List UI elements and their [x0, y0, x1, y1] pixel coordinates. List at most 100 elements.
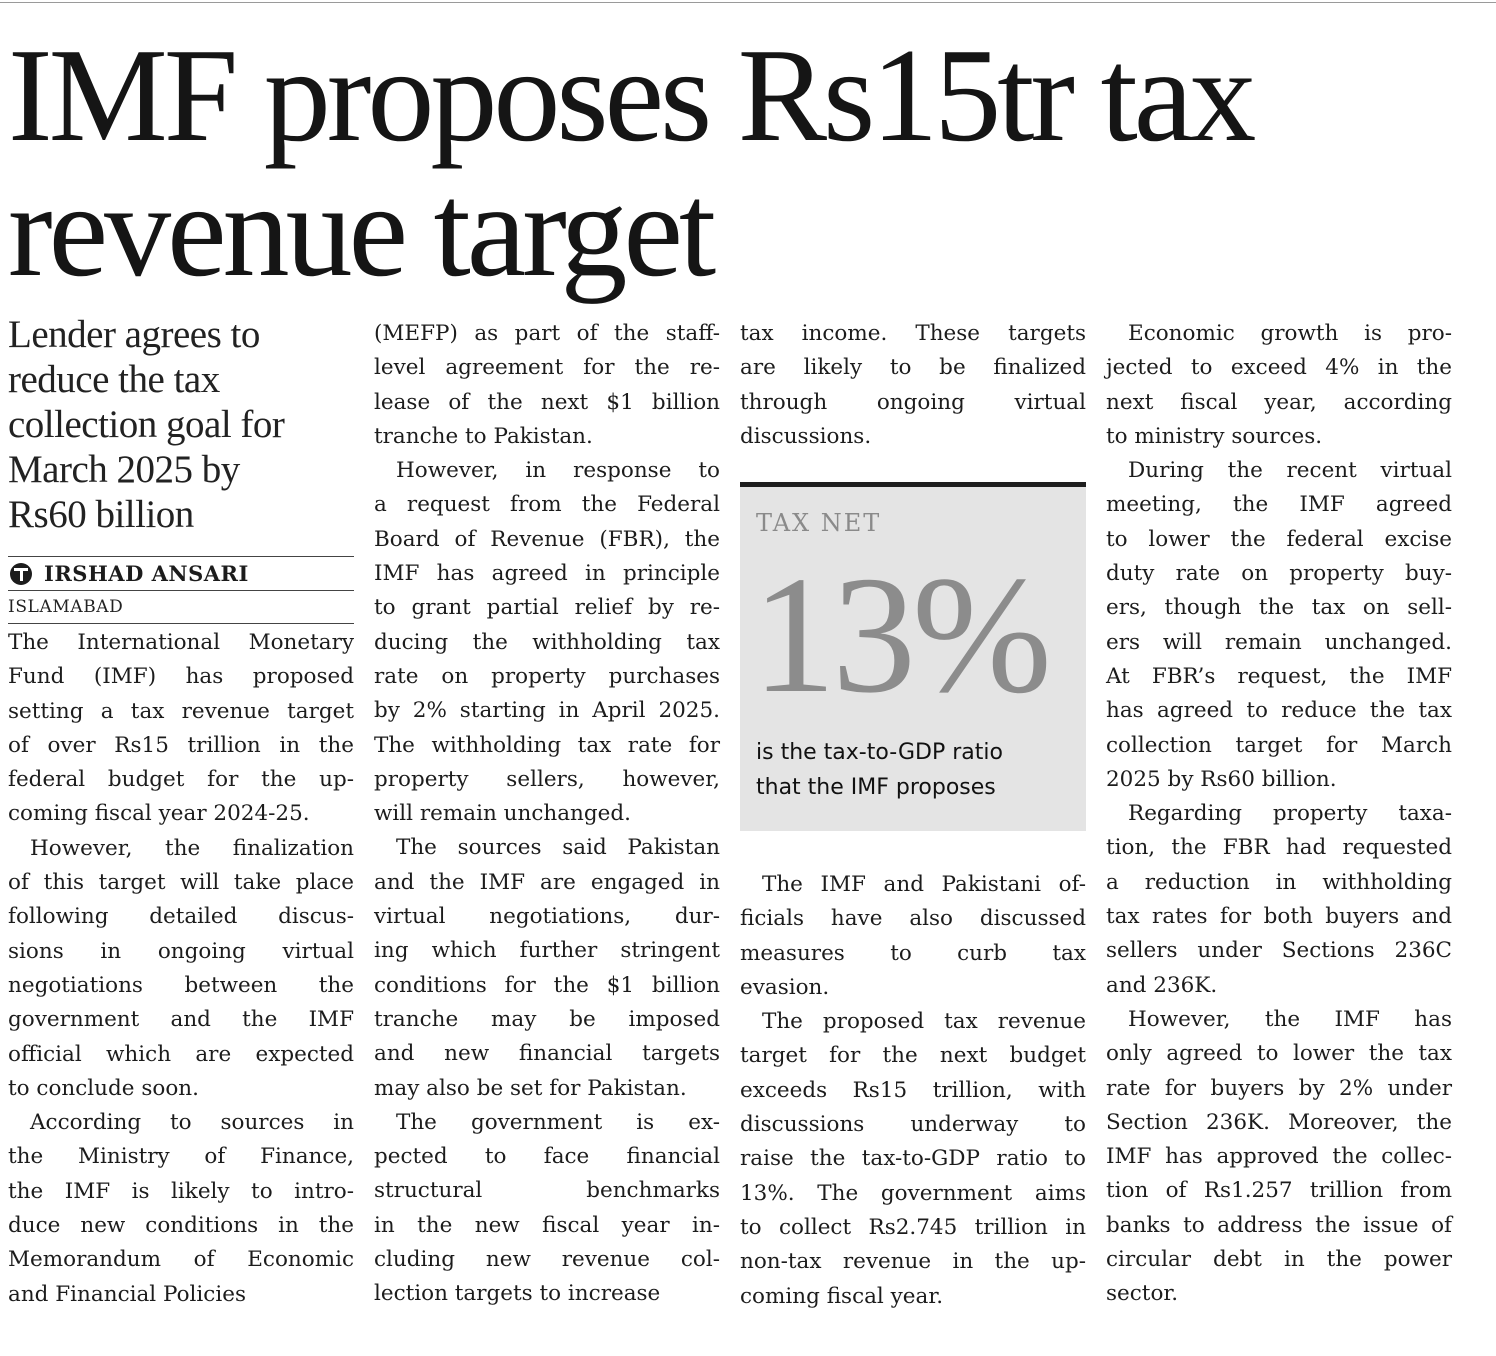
- article-line: non-tax revenue in the up-: [740, 1249, 1086, 1275]
- article-line: to grant partial relief by re-: [374, 595, 720, 621]
- article-line: setting a tax revenue target: [8, 698, 354, 724]
- article-paragraph: tax income. These targets are likely to b…: [740, 317, 1086, 454]
- article-line: through ongoing virtual: [740, 389, 1086, 415]
- article-line: are likely to be finalized: [740, 355, 1086, 381]
- article-paragraph: However, in response to a request from th…: [374, 454, 720, 831]
- infobox-caption-line: is the tax-to-GDP ratio: [756, 740, 1003, 765]
- article-paragraph: The sources said Pakistan and the IMF are…: [374, 831, 720, 1105]
- headline-line-2: revenue target: [8, 156, 716, 304]
- article-paragraph: However, the finalization of this target …: [8, 832, 354, 1106]
- subhead-line: reduce the tax: [8, 358, 220, 401]
- subhead-line: Lender agrees to: [8, 313, 260, 356]
- article-line: However, the IMF has: [1128, 1006, 1452, 1032]
- article-line: and Financial Policies: [8, 1281, 246, 1307]
- article-line: and 236K.: [1106, 972, 1218, 998]
- infobox-caption-line: that the IMF proposes: [756, 775, 996, 800]
- article-line: The government is ex-: [396, 1109, 720, 1135]
- article-line: to collect Rs2.745 trillion in: [740, 1214, 1086, 1240]
- tax-net-infobox: TAX NET 13% is the tax-to-GDP ratio that…: [740, 482, 1086, 831]
- article-line: duce new conditions in the: [8, 1213, 354, 1239]
- article-paragraph: During the recent virtual meeting, the IM…: [1106, 454, 1452, 797]
- article-paragraph: However, the IMF has only agreed to lower…: [1106, 1003, 1452, 1312]
- article-line: evasion.: [740, 974, 830, 1000]
- article-line: ducing the withholding tax: [374, 629, 720, 655]
- article-line: Regarding property taxa-: [1128, 801, 1452, 827]
- article-line: sions in ongoing virtual: [8, 938, 354, 964]
- article-line: tion of Rs1.257 trillion from: [1106, 1178, 1452, 1204]
- headline: IMF proposes Rs15tr tax revenue target: [8, 28, 1408, 297]
- article-line: circular debt in the power: [1106, 1247, 1452, 1273]
- article-paragraph: (MEFP) as part of the staff-level agreem…: [374, 317, 720, 454]
- article-line: official which are expected: [8, 1041, 354, 1067]
- top-rule: [0, 2, 1496, 3]
- article-line: tion, the FBR had requested: [1106, 835, 1452, 861]
- subhead-line: March 2025 by: [8, 448, 240, 491]
- article-line: government and the IMF: [8, 1007, 354, 1033]
- article-line: The sources said Pakistan: [396, 835, 720, 861]
- article-line: measures to curb tax: [740, 940, 1086, 966]
- article-line: The withholding tax rate for: [374, 732, 720, 758]
- article-line: However, in response to: [396, 458, 720, 484]
- article-line: However, the finalization: [30, 835, 354, 861]
- article-line: by 2% starting in April 2025.: [374, 698, 720, 724]
- article-line: Board of Revenue (FBR), the: [374, 526, 720, 552]
- article-line: of this target will take place: [8, 870, 354, 896]
- article-line: to lower the federal excise: [1106, 526, 1452, 552]
- article-line: jected to exceed 4% in the: [1106, 355, 1452, 381]
- article-paragraph: The government is ex-pected to face fina…: [374, 1106, 720, 1312]
- article-line: tax income. These targets: [740, 321, 1086, 346]
- subhead-line: Rs60 billion: [8, 493, 194, 536]
- article-line: tranche may be imposed: [374, 1006, 720, 1032]
- article-column-1: The International Monetary Fund (IMF) has…: [8, 626, 354, 1312]
- article-line: level agreement for the re-: [374, 355, 720, 381]
- deck: Lender agrees to reduce the tax collecti…: [8, 312, 354, 624]
- article-line: duty rate on property buy-: [1106, 561, 1452, 587]
- article-line: rate for buyers by 2% under: [1106, 1075, 1452, 1101]
- article-line: The International Monetary: [8, 630, 354, 655]
- article-line: ing which further stringent: [374, 938, 720, 964]
- article-line: IMF has agreed in principle: [374, 561, 720, 587]
- article-line: exceeds Rs15 trillion, with: [740, 1077, 1086, 1103]
- article-line: virtual negotiations, dur-: [374, 904, 720, 930]
- article-line: a request from the Federal: [374, 492, 720, 518]
- article-line: federal budget for the up-: [8, 767, 354, 793]
- article-line: At FBR’s request, the IMF: [1106, 663, 1452, 689]
- article-column-4: Economic growth is pro-jected to exceed …: [1106, 317, 1452, 1312]
- article-line: in the new fiscal year in-: [374, 1212, 720, 1238]
- article-line: the Ministry of Finance,: [8, 1144, 354, 1170]
- article-line: tax rates for both buyers and: [1106, 904, 1452, 930]
- article-line: lection targets to increase: [374, 1281, 661, 1307]
- article-line: 2025 by Rs60 billion.: [1106, 766, 1337, 792]
- article-line: negotiations between the: [8, 972, 354, 998]
- author-name: IRSHAD ANSARI: [44, 561, 249, 586]
- subhead-line: collection goal for: [8, 403, 285, 446]
- article-line: only agreed to lower the tax: [1106, 1041, 1452, 1067]
- article-line: a reduction in withholding: [1106, 869, 1452, 895]
- article-line: and new financial targets: [374, 1041, 720, 1067]
- infobox-caption: is the tax-to-GDP ratio that the IMF pro…: [756, 735, 1076, 805]
- article-line: rate on property purchases: [374, 663, 720, 689]
- article-line: coming fiscal year 2024-25.: [8, 801, 310, 827]
- article-column-3-bottom: The IMF and Pakistani of-ficials have al…: [740, 868, 1086, 1314]
- article-paragraph: Economic growth is pro-jected to exceed …: [1106, 317, 1452, 454]
- article-line: ers will remain unchanged.: [1106, 629, 1452, 655]
- byline: IRSHAD ANSARI ISLAMABAD: [8, 556, 354, 624]
- article-line: 13%. The government aims: [740, 1180, 1086, 1206]
- article-line: target for the next budget: [740, 1043, 1086, 1069]
- infobox-figure: 13%: [752, 542, 1052, 728]
- article-column-2: (MEFP) as part of the staff-level agreem…: [374, 317, 720, 1312]
- article-paragraph: Regarding property taxa-tion, the FBR ha…: [1106, 797, 1452, 1003]
- tribune-logo-icon: [10, 562, 32, 585]
- article-line: the IMF is likely to intro-: [8, 1178, 354, 1204]
- article-line: following detailed discus-: [8, 904, 354, 930]
- article-line: may also be set for Pakistan.: [374, 1075, 687, 1101]
- article-line: and the IMF are engaged in: [374, 869, 720, 895]
- article-line: raise the tax-to-GDP ratio to: [740, 1146, 1086, 1172]
- author-row: IRSHAD ANSARI: [8, 557, 354, 591]
- article-line: pected to face financial: [374, 1144, 720, 1170]
- article-line: IMF has approved the collec-: [1106, 1144, 1452, 1170]
- article-line: ers, though the tax on sell-: [1106, 595, 1452, 621]
- article-line: During the recent virtual: [1128, 458, 1452, 484]
- article-line: to ministry sources.: [1106, 423, 1323, 449]
- article-line: discussions.: [740, 423, 872, 449]
